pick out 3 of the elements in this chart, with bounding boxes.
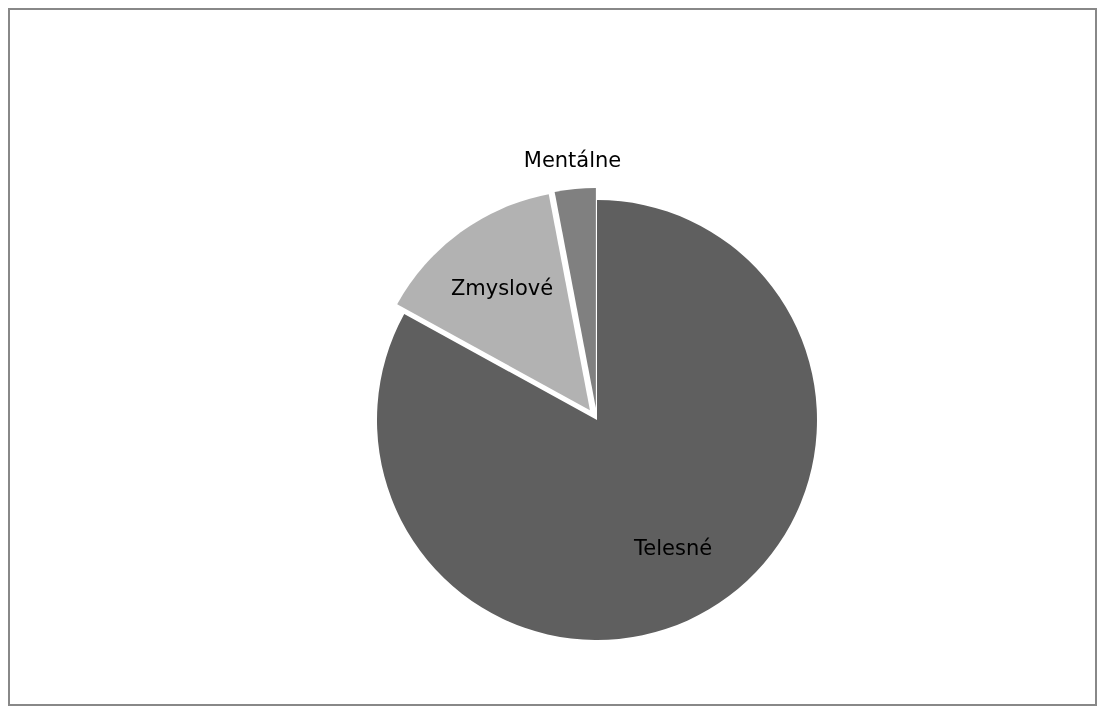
slice-label: Mentálne xyxy=(523,148,622,173)
slice-label: Telesné xyxy=(633,535,713,560)
slice-label: Zmyslové xyxy=(450,276,554,301)
